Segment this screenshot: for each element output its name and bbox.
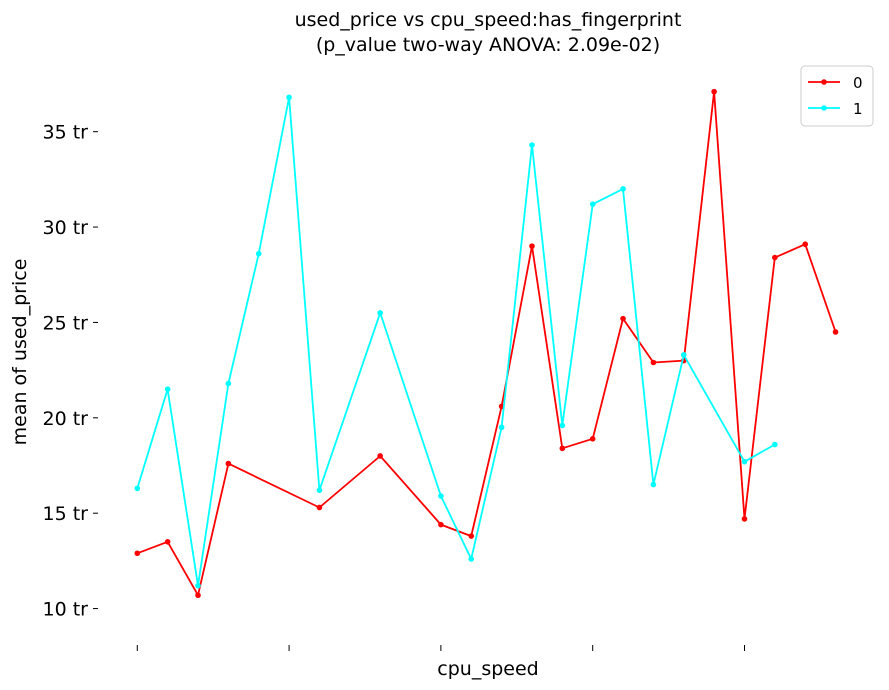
data-point xyxy=(286,94,292,101)
data-point xyxy=(832,329,839,335)
series-0 xyxy=(134,88,839,599)
series-1 xyxy=(134,94,778,589)
data-point xyxy=(650,481,657,488)
data-point xyxy=(559,422,566,429)
legend-marker xyxy=(821,79,827,85)
x-axis-label: cpu_speed xyxy=(437,658,538,680)
data-point xyxy=(620,186,626,192)
y-axis-label: mean of used_price xyxy=(9,259,31,446)
data-point xyxy=(438,521,444,528)
legend-frame xyxy=(800,65,874,127)
data-point xyxy=(589,435,596,442)
data-point xyxy=(802,241,809,248)
data-point xyxy=(741,458,748,465)
data-point xyxy=(225,460,232,467)
data-point xyxy=(650,359,657,366)
data-point xyxy=(255,250,262,257)
data-point xyxy=(195,592,201,599)
data-point xyxy=(741,516,748,522)
data-point xyxy=(134,485,141,492)
y-tick-label: 35 tr xyxy=(43,122,89,144)
legend-label: 0 xyxy=(853,74,863,92)
data-point xyxy=(438,493,444,499)
data-point xyxy=(134,550,141,557)
data-point xyxy=(316,504,323,511)
plot-area xyxy=(134,88,839,599)
data-point xyxy=(711,88,717,95)
data-point xyxy=(498,424,505,431)
data-point xyxy=(468,556,475,562)
data-point xyxy=(620,315,626,322)
data-point xyxy=(316,487,323,494)
data-point xyxy=(195,582,201,589)
data-point xyxy=(772,254,778,261)
y-tick-label: 15 tr xyxy=(43,503,89,525)
x-axis xyxy=(136,645,745,651)
legend-label: 1 xyxy=(853,100,863,118)
legend: 01 xyxy=(800,65,874,127)
data-point xyxy=(529,142,535,148)
series-line xyxy=(136,90,837,597)
y-axis: 10 tr 15 tr 20 tr 25 tr 30 tr 35 tr xyxy=(43,122,98,621)
data-point xyxy=(529,243,535,249)
chart-subtitle: (p_value two-way ANOVA: 2.09e-02) xyxy=(316,34,660,56)
y-tick-label: 10 tr xyxy=(43,599,89,621)
data-point xyxy=(680,352,687,358)
data-point xyxy=(164,386,171,392)
chart-title: used_price vs cpu_speed:has_fingerprint xyxy=(295,9,682,31)
y-tick-label: 25 tr xyxy=(43,312,89,334)
data-point xyxy=(559,445,566,452)
legend-marker xyxy=(821,105,827,111)
data-point xyxy=(377,453,383,459)
data-point xyxy=(164,539,171,545)
data-point xyxy=(468,533,475,539)
y-tick-label: 20 tr xyxy=(43,408,89,430)
data-point xyxy=(225,380,232,387)
series-line xyxy=(136,96,776,587)
y-tick-label: 30 tr xyxy=(43,217,89,239)
data-point xyxy=(772,441,778,448)
data-point xyxy=(589,201,596,207)
data-point xyxy=(377,310,383,316)
